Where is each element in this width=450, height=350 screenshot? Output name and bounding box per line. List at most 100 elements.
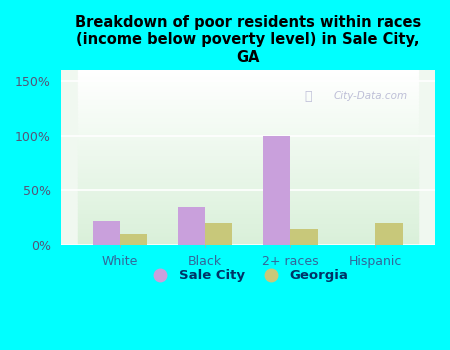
Bar (77, 159, 418, 161)
Bar (77, 152, 418, 153)
Bar (77, 88, 418, 89)
Bar (77, 161, 418, 162)
Bar (77, 204, 418, 206)
Bar (77, 172, 418, 174)
Title: Breakdown of poor residents within races
(income below poverty level) in Sale Ci: Breakdown of poor residents within races… (75, 15, 421, 65)
Bar (77, 126, 418, 127)
Bar (77, 134, 418, 136)
Bar (77, 225, 418, 226)
Bar (77, 212, 418, 213)
Bar (77, 209, 418, 210)
Bar (77, 107, 418, 108)
Bar (77, 233, 418, 235)
Bar (77, 239, 418, 241)
Bar (77, 76, 418, 77)
Bar (77, 79, 418, 80)
Bar (77, 114, 418, 116)
Bar (77, 128, 418, 130)
Bar (77, 140, 418, 142)
Bar (77, 203, 418, 204)
Bar (77, 99, 418, 101)
Bar (77, 120, 418, 121)
Bar (205, 223, 233, 245)
Bar (77, 244, 418, 245)
Bar (77, 184, 418, 186)
Bar (77, 80, 418, 82)
Bar (77, 136, 418, 137)
Text: City-Data.com: City-Data.com (334, 91, 408, 102)
Bar (77, 111, 418, 112)
Bar (77, 216, 418, 217)
Bar (77, 200, 418, 201)
Bar (77, 177, 418, 178)
Bar (77, 98, 418, 99)
Bar (77, 75, 418, 76)
Bar (77, 121, 418, 122)
Bar (77, 219, 418, 220)
Bar (77, 147, 418, 149)
Bar (77, 72, 418, 73)
Bar (77, 207, 418, 209)
Bar (77, 197, 418, 198)
Bar (77, 181, 418, 182)
Bar (77, 193, 418, 194)
Text: Ⓜ: Ⓜ (304, 90, 311, 103)
Bar (77, 82, 418, 83)
Bar (77, 124, 418, 126)
Bar (77, 190, 418, 191)
Bar (77, 238, 418, 239)
Bar (77, 174, 418, 175)
Bar (77, 165, 418, 166)
Bar (77, 236, 418, 238)
Bar (77, 228, 418, 229)
Bar (77, 169, 418, 171)
Bar (77, 96, 418, 98)
Bar (77, 73, 418, 75)
Bar (77, 139, 418, 140)
Bar (77, 229, 418, 231)
Bar (77, 104, 418, 105)
Bar (77, 163, 418, 165)
Bar (77, 146, 418, 147)
Bar (77, 150, 418, 152)
Bar (77, 213, 418, 215)
Bar (77, 191, 418, 193)
Bar (120, 234, 148, 245)
Legend: Sale City, Georgia: Sale City, Georgia (142, 264, 354, 288)
Bar (77, 95, 418, 96)
Bar (263, 136, 290, 245)
Bar (77, 77, 418, 79)
Bar (77, 222, 418, 223)
Bar (77, 89, 418, 91)
Bar (77, 223, 418, 225)
Bar (77, 231, 418, 232)
Bar (77, 206, 418, 207)
Bar (77, 201, 418, 203)
Bar (77, 149, 418, 150)
Bar (77, 137, 418, 139)
Bar (77, 131, 418, 133)
Bar (77, 180, 418, 181)
Bar (77, 112, 418, 114)
Bar (77, 194, 418, 196)
Bar (77, 187, 418, 188)
Bar (77, 226, 418, 228)
Bar (77, 186, 418, 187)
Bar (77, 235, 418, 236)
Bar (77, 85, 418, 86)
Bar (290, 229, 318, 245)
Bar (77, 217, 418, 219)
Bar (77, 122, 418, 124)
Bar (375, 223, 403, 245)
Bar (77, 153, 418, 155)
Bar (77, 188, 418, 190)
Bar (77, 166, 418, 168)
Bar (77, 143, 418, 145)
Bar (77, 178, 418, 180)
Bar (77, 198, 418, 200)
Bar (77, 117, 418, 118)
Bar (77, 215, 418, 216)
Bar (77, 242, 418, 244)
Bar (77, 210, 418, 212)
Bar (77, 108, 418, 110)
